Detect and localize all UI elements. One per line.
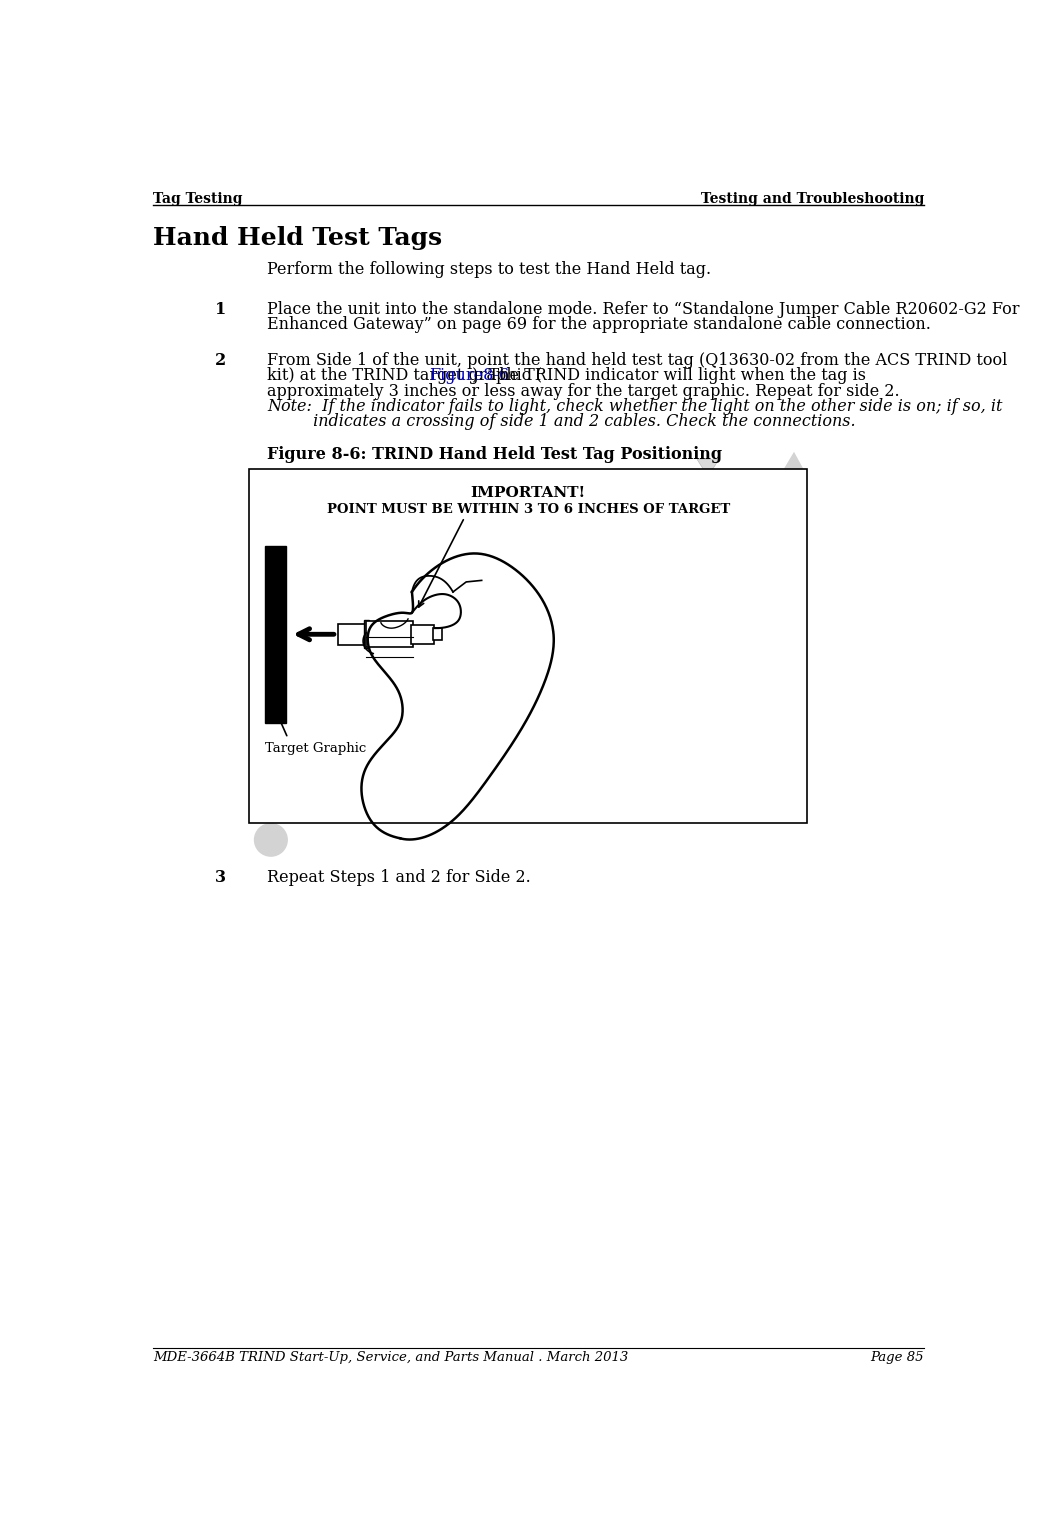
Text: Enhanced Gateway” on page 69 for the appropriate standalone cable connection.: Enhanced Gateway” on page 69 for the app… [267, 316, 931, 334]
Bar [249, 469, 807, 823]
Text: IMPORTANT!: IMPORTANT! [471, 486, 585, 499]
Text: Figure8-6: Figure8-6 [429, 368, 509, 385]
Bar [338, 624, 366, 645]
Text: Note:  If the indicator fails to light, check whether the light on the other sid: Note: If the indicator fails to light, c… [267, 398, 1003, 415]
Text: Hand Held Test Tags: Hand Held Test Tags [153, 227, 442, 250]
Text: From Side 1 of the unit, point the hand held test tag (Q13630-02 from the ACS TR: From Side 1 of the unit, point the hand … [267, 352, 1007, 369]
Bar [433, 628, 442, 640]
Text: Figure 8-6: TRIND Hand Held Test Tag Positioning: Figure 8-6: TRIND Hand Held Test Tag Pos… [267, 446, 722, 463]
Text: approximately 3 inches or less away for the target graphic. Repeat for side 2.: approximately 3 inches or less away for … [267, 383, 900, 400]
Circle shape [254, 823, 288, 856]
Text: Place the unit into the standalone mode. Refer to “Standalone Jumper Cable R2060: Place the unit into the standalone mode.… [267, 300, 1019, 317]
Text: Tag Testing: Tag Testing [153, 192, 243, 205]
Text: indicates a crossing of side 1 and 2 cables. Check the connections.: indicates a crossing of side 1 and 2 cab… [267, 414, 856, 430]
Text: Page 85: Page 85 [870, 1351, 924, 1363]
Bar [411, 625, 434, 643]
Text: Target Graphic: Target Graphic [265, 741, 366, 755]
Text: MDE-3664B TRIND Start-Up, Service, and Parts Manual . March 2013: MDE-3664B TRIND Start-Up, Service, and P… [153, 1351, 628, 1363]
Text: ). The TRIND indicator will light when the tag is: ). The TRIND indicator will light when t… [472, 368, 866, 385]
Text: 2: 2 [215, 352, 226, 369]
Polygon shape [784, 452, 803, 469]
Bar [265, 545, 286, 723]
Bar [366, 620, 413, 648]
Text: Repeat Steps 1 and 2 for Side 2.: Repeat Steps 1 and 2 for Side 2. [267, 869, 531, 885]
Text: kit) at the TRIND target graphic (: kit) at the TRIND target graphic ( [267, 368, 542, 385]
Polygon shape [697, 460, 719, 476]
Bar [364, 620, 369, 648]
Text: POINT MUST BE WITHIN 3 TO 6 INCHES OF TARGET: POINT MUST BE WITHIN 3 TO 6 INCHES OF TA… [327, 502, 729, 516]
Text: 3: 3 [215, 869, 226, 885]
Text: Testing and Troubleshooting: Testing and Troubleshooting [701, 192, 924, 205]
Text: Perform the following steps to test the Hand Held tag.: Perform the following steps to test the … [267, 260, 712, 277]
Text: 1: 1 [215, 300, 226, 317]
